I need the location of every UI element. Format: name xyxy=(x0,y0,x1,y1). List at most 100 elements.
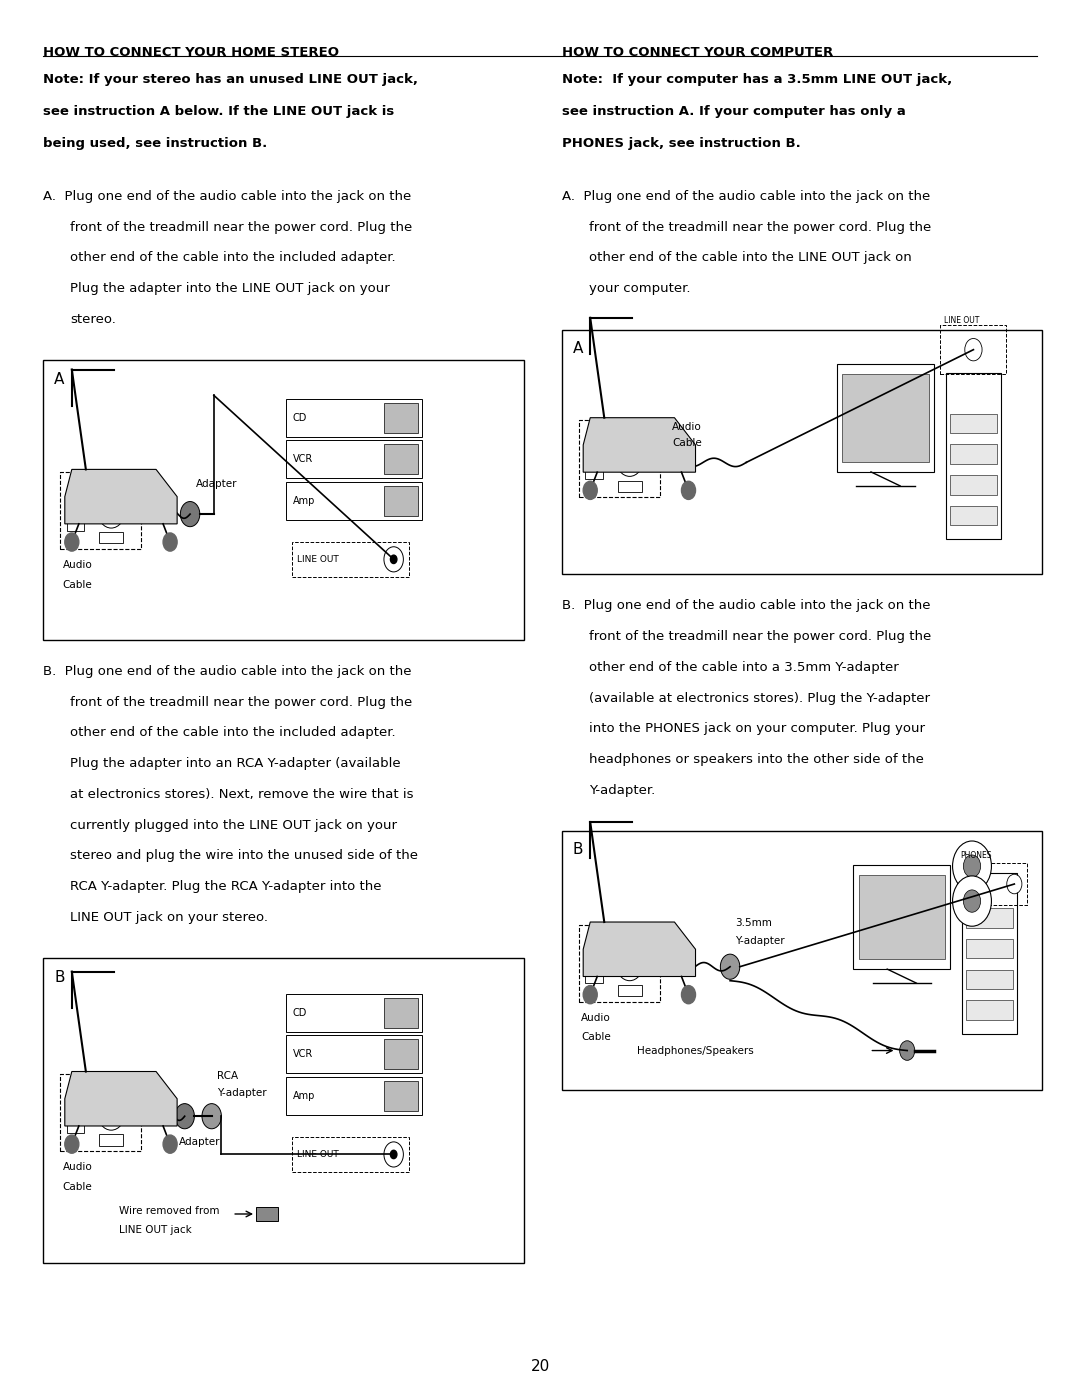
FancyBboxPatch shape xyxy=(853,865,950,970)
Text: LINE OUT jack: LINE OUT jack xyxy=(119,1225,191,1235)
Circle shape xyxy=(964,338,982,360)
Text: CD: CD xyxy=(293,1007,307,1018)
FancyBboxPatch shape xyxy=(950,414,997,433)
FancyBboxPatch shape xyxy=(384,444,418,474)
Text: 3.5mm: 3.5mm xyxy=(735,918,772,928)
Circle shape xyxy=(202,1104,221,1129)
FancyBboxPatch shape xyxy=(585,961,603,983)
Text: B.  Plug one end of the audio cable into the jack on the: B. Plug one end of the audio cable into … xyxy=(43,665,411,678)
Text: Plug the adapter into the LINE OUT jack on your: Plug the adapter into the LINE OUT jack … xyxy=(70,282,390,295)
Text: RCA Y-adapter. Plug the RCA Y-adapter into the: RCA Y-adapter. Plug the RCA Y-adapter in… xyxy=(70,880,381,893)
FancyBboxPatch shape xyxy=(99,1134,123,1146)
Circle shape xyxy=(175,1104,194,1129)
Text: Cable: Cable xyxy=(63,580,93,590)
Text: front of the treadmill near the power cord. Plug the: front of the treadmill near the power co… xyxy=(70,696,413,708)
FancyBboxPatch shape xyxy=(43,360,524,640)
Circle shape xyxy=(384,546,404,571)
FancyBboxPatch shape xyxy=(384,1039,418,1069)
Text: your computer.: your computer. xyxy=(589,282,690,295)
Text: stereo.: stereo. xyxy=(70,313,116,326)
FancyBboxPatch shape xyxy=(256,1207,278,1221)
Text: other end of the cable into a 3.5mm Y-adapter: other end of the cable into a 3.5mm Y-ad… xyxy=(589,661,899,673)
Circle shape xyxy=(900,1041,915,1060)
FancyBboxPatch shape xyxy=(967,970,1013,989)
Circle shape xyxy=(583,482,597,500)
Text: LINE OUT: LINE OUT xyxy=(297,1150,339,1160)
Text: front of the treadmill near the power cord. Plug the: front of the treadmill near the power co… xyxy=(70,221,413,233)
FancyBboxPatch shape xyxy=(585,457,603,479)
Text: Cable: Cable xyxy=(581,1032,611,1042)
Circle shape xyxy=(97,492,125,528)
FancyBboxPatch shape xyxy=(286,1077,422,1115)
Circle shape xyxy=(953,841,991,891)
Circle shape xyxy=(180,502,200,527)
Circle shape xyxy=(583,986,597,1004)
Polygon shape xyxy=(65,469,177,524)
Text: Plug the adapter into an RCA Y-adapter (available: Plug the adapter into an RCA Y-adapter (… xyxy=(70,757,401,770)
Text: RCA: RCA xyxy=(217,1071,239,1081)
Polygon shape xyxy=(583,922,696,977)
FancyBboxPatch shape xyxy=(384,997,418,1028)
Text: LINE OUT jack on your stereo.: LINE OUT jack on your stereo. xyxy=(70,911,268,923)
Text: see instruction A. If your computer has only a: see instruction A. If your computer has … xyxy=(562,105,905,117)
FancyBboxPatch shape xyxy=(43,958,524,1263)
FancyBboxPatch shape xyxy=(950,506,997,525)
Polygon shape xyxy=(583,418,696,472)
FancyBboxPatch shape xyxy=(967,908,1013,928)
Text: PHONES jack, see instruction B.: PHONES jack, see instruction B. xyxy=(562,137,800,149)
Text: front of the treadmill near the power cord. Plug the: front of the treadmill near the power co… xyxy=(589,221,931,233)
FancyBboxPatch shape xyxy=(950,475,997,495)
Text: Note:  If your computer has a 3.5mm LINE OUT jack,: Note: If your computer has a 3.5mm LINE … xyxy=(562,73,951,85)
Circle shape xyxy=(625,957,634,968)
Text: front of the treadmill near the power cord. Plug the: front of the treadmill near the power co… xyxy=(589,630,931,643)
Circle shape xyxy=(681,986,696,1004)
Text: Headphones/Speakers: Headphones/Speakers xyxy=(637,1045,754,1056)
Circle shape xyxy=(681,482,696,500)
Text: Y-adapter: Y-adapter xyxy=(217,1088,267,1098)
FancyBboxPatch shape xyxy=(618,985,642,996)
Circle shape xyxy=(163,534,177,552)
Text: see instruction A below. If the LINE OUT jack is: see instruction A below. If the LINE OUT… xyxy=(43,105,394,117)
Text: Audio: Audio xyxy=(63,1162,93,1172)
FancyBboxPatch shape xyxy=(67,509,84,531)
Text: currently plugged into the LINE OUT jack on your: currently plugged into the LINE OUT jack… xyxy=(70,819,397,831)
Circle shape xyxy=(1007,875,1022,894)
Text: Note: If your stereo has an unused LINE OUT jack,: Note: If your stereo has an unused LINE … xyxy=(43,73,418,85)
Circle shape xyxy=(65,534,79,552)
Text: Adapter: Adapter xyxy=(195,479,237,489)
FancyBboxPatch shape xyxy=(286,482,422,520)
FancyBboxPatch shape xyxy=(384,402,418,433)
Text: Audio: Audio xyxy=(63,560,93,570)
Polygon shape xyxy=(65,1071,177,1126)
Text: Y-adapter: Y-adapter xyxy=(735,936,785,946)
Text: being used, see instruction B.: being used, see instruction B. xyxy=(43,137,268,149)
Text: A.  Plug one end of the audio cable into the jack on the: A. Plug one end of the audio cable into … xyxy=(562,190,930,203)
FancyBboxPatch shape xyxy=(286,993,422,1032)
FancyBboxPatch shape xyxy=(286,1035,422,1073)
FancyBboxPatch shape xyxy=(967,939,1013,958)
Text: stereo and plug the wire into the unused side of the: stereo and plug the wire into the unused… xyxy=(70,849,418,862)
Text: Cable: Cable xyxy=(672,439,702,448)
FancyBboxPatch shape xyxy=(962,873,1017,1034)
FancyBboxPatch shape xyxy=(562,831,1042,1090)
Circle shape xyxy=(963,890,981,912)
Circle shape xyxy=(107,504,116,515)
Text: Y-adapter.: Y-adapter. xyxy=(589,784,654,796)
Text: Wire removed from: Wire removed from xyxy=(119,1206,219,1215)
FancyBboxPatch shape xyxy=(950,444,997,464)
Text: LINE OUT: LINE OUT xyxy=(944,316,980,326)
FancyBboxPatch shape xyxy=(837,365,934,472)
FancyBboxPatch shape xyxy=(384,486,418,515)
FancyBboxPatch shape xyxy=(67,1111,84,1133)
Text: Amp: Amp xyxy=(293,1091,315,1101)
Circle shape xyxy=(625,453,634,464)
Circle shape xyxy=(953,876,991,926)
Circle shape xyxy=(163,1136,177,1154)
Circle shape xyxy=(97,1094,125,1130)
Text: other end of the cable into the included adapter.: other end of the cable into the included… xyxy=(70,251,396,264)
Circle shape xyxy=(384,1141,404,1166)
Text: at electronics stores). Next, remove the wire that is: at electronics stores). Next, remove the… xyxy=(70,788,414,800)
FancyBboxPatch shape xyxy=(946,373,1001,539)
FancyBboxPatch shape xyxy=(842,374,929,462)
Text: other end of the cable into the included adapter.: other end of the cable into the included… xyxy=(70,726,396,739)
